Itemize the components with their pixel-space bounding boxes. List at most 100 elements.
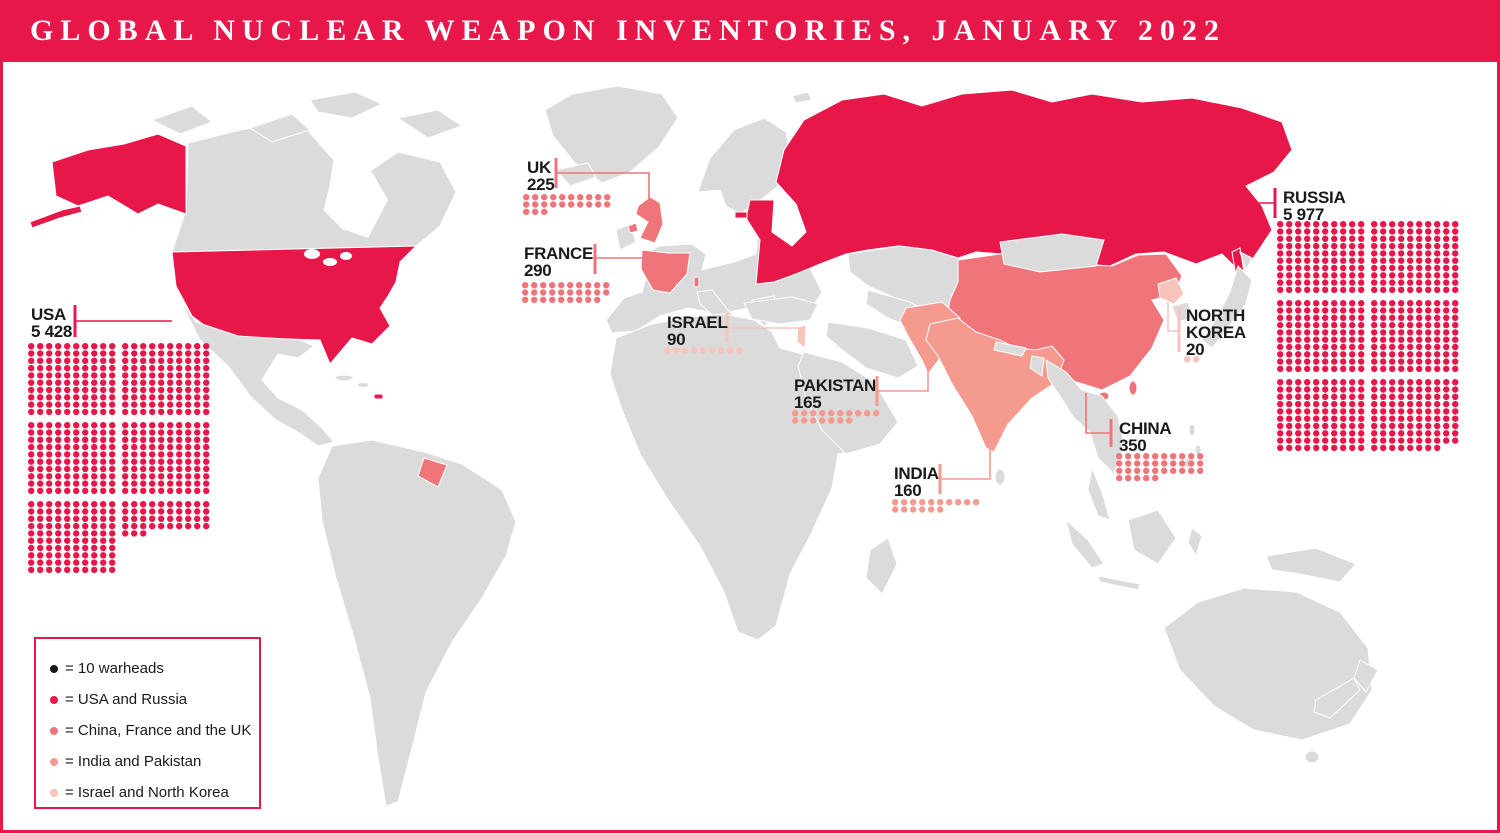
warhead-dot [1304, 400, 1311, 408]
warhead-dot [149, 350, 156, 357]
warhead-dot [91, 443, 98, 451]
warhead-dot [1389, 235, 1396, 242]
warhead-dot [1322, 343, 1329, 351]
warhead-dot [63, 350, 71, 357]
warhead-dot [149, 379, 156, 386]
warhead-dot [167, 350, 174, 357]
warhead-dot [1304, 228, 1311, 235]
warhead-dot [1152, 467, 1159, 474]
warhead-dot [167, 473, 174, 480]
warhead-dot [1358, 314, 1365, 321]
warhead-dot [131, 451, 138, 458]
warhead-dot [131, 422, 138, 429]
warhead-dot [1331, 415, 1338, 422]
warhead-dot [1407, 351, 1414, 358]
warhead-dot [82, 480, 89, 487]
warhead-dot [1340, 300, 1347, 307]
dot-matrix-israel [664, 347, 743, 354]
warhead-dot [1398, 314, 1405, 321]
warhead-dot [203, 422, 210, 429]
warhead-dot [1349, 279, 1356, 286]
warhead-dot [1452, 307, 1459, 314]
warhead-dot [1358, 343, 1365, 351]
warhead-dot [1322, 437, 1329, 444]
warhead-dot [28, 544, 35, 552]
warhead-dot [1434, 408, 1441, 415]
country-value: 90 [667, 330, 686, 349]
warhead-dot [158, 451, 165, 458]
warhead-dot [185, 372, 192, 379]
warhead-dot [131, 508, 138, 515]
warhead-dot [73, 350, 80, 357]
warhead-dot [846, 410, 853, 417]
warhead-dot [523, 208, 530, 215]
warhead-dot [1416, 343, 1423, 351]
warhead-dot [1407, 393, 1414, 400]
warhead-dot [1349, 264, 1356, 272]
warhead-dot [1340, 307, 1347, 314]
warhead-dot [1407, 235, 1414, 242]
warhead-dot [158, 501, 165, 508]
warhead-dot [1371, 221, 1378, 228]
warhead-dot [1380, 351, 1387, 358]
warhead-dot [176, 508, 183, 515]
warhead-dot [63, 443, 71, 451]
warhead-dot [63, 537, 71, 544]
warhead-dot [73, 501, 80, 508]
warhead-dot [1389, 437, 1396, 444]
warhead-dot [1389, 430, 1396, 437]
warhead-dot [1425, 444, 1432, 452]
warhead-dot [567, 289, 574, 296]
warhead-dot [100, 537, 107, 544]
warhead-dot [1340, 336, 1347, 343]
warhead-dot [1313, 279, 1320, 286]
warhead-dot [100, 473, 107, 480]
warhead-dot [55, 480, 62, 487]
country-label-north_korea: NORTH KOREA 20 [1186, 307, 1246, 358]
warhead-dot [91, 379, 98, 386]
warhead-dot [122, 530, 129, 537]
map-hudson-bay [330, 172, 388, 238]
warhead-dot [167, 372, 174, 379]
warhead-dot [122, 408, 129, 416]
warhead-dot [140, 350, 147, 357]
warhead-dot [203, 522, 210, 530]
warhead-dot [185, 443, 192, 451]
warhead-dot [73, 364, 80, 372]
warhead-dot [82, 559, 89, 566]
warhead-dot [203, 350, 210, 357]
warhead-dot [1331, 221, 1338, 228]
warhead-dot [158, 508, 165, 515]
warhead-dot [1371, 264, 1378, 272]
warhead-dot [1380, 228, 1387, 235]
warhead-dot [1286, 343, 1293, 351]
warhead-dot [37, 386, 44, 394]
warhead-dot [131, 443, 138, 451]
warhead-dot [1398, 264, 1405, 272]
warhead-dot [100, 364, 107, 372]
warhead-dot [1452, 221, 1459, 228]
warhead-dot [1407, 444, 1414, 452]
warhead-dot [73, 343, 80, 350]
warhead-dot [1322, 422, 1329, 430]
warhead-dot [100, 501, 107, 508]
warhead-dot [1184, 356, 1191, 363]
warhead-dot [203, 364, 210, 372]
warhead-dot [1389, 286, 1396, 294]
warhead-dot [1443, 386, 1450, 393]
country-name: USA [31, 305, 66, 324]
warhead-dot [1340, 257, 1347, 264]
map-north-korea [1157, 277, 1185, 305]
warhead-dot [1277, 393, 1284, 400]
warhead-dot [1340, 365, 1347, 373]
warhead-dot [1313, 393, 1320, 400]
warhead-dot [37, 443, 44, 451]
warhead-dot [585, 282, 592, 289]
warhead-dot [63, 487, 71, 495]
warhead-dot [55, 350, 62, 357]
warhead-dot [1452, 415, 1459, 422]
warhead-dot [122, 372, 129, 379]
warhead-dot [63, 559, 71, 566]
warhead-dot [1304, 430, 1311, 437]
